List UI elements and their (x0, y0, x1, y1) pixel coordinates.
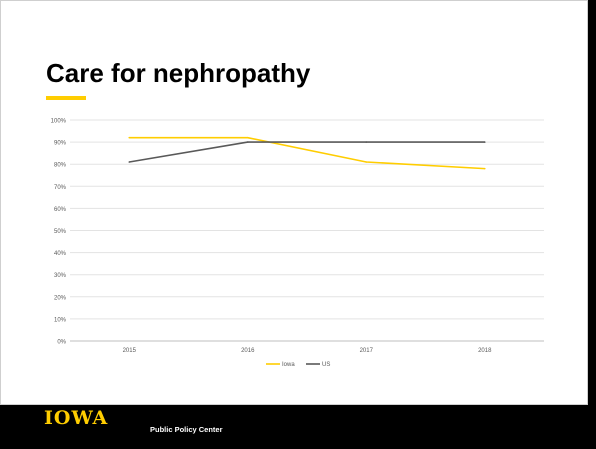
series-line-iowa (129, 136, 485, 170)
legend-label: US (322, 362, 330, 368)
y-tick-label: 50% (54, 229, 67, 235)
legend-label: Iowa (282, 362, 295, 368)
y-tick-label: 70% (54, 185, 67, 191)
y-tick-label: 80% (54, 163, 67, 169)
data-point-us (246, 141, 249, 143)
data-point-us (365, 141, 368, 143)
data-point-us (483, 141, 486, 143)
data-point-iowa (365, 161, 368, 163)
slide-panel (0, 0, 588, 405)
y-tick-label: 40% (54, 251, 67, 257)
y-tick-label: 60% (54, 207, 67, 213)
data-point-iowa (246, 136, 249, 139)
y-tick-label: 0% (57, 340, 66, 346)
y-tick-label: 20% (54, 295, 67, 301)
x-tick-label: 2018 (478, 348, 492, 354)
slide-title: Care for nephropathy (46, 58, 311, 88)
data-point-iowa (128, 136, 131, 139)
data-point-us (128, 161, 131, 163)
line-chart: 0% 10% 20% 30% 40% 50% 60% 70% 80% 90% 100% 2015 201… (51, 119, 544, 368)
y-tick-label: 100% (51, 119, 67, 125)
y-tick-label: 90% (54, 141, 67, 147)
data-point-iowa (483, 167, 486, 170)
series-line-us (129, 141, 485, 163)
center-name: Public Policy Center (150, 425, 223, 434)
x-tick-label: 2017 (360, 348, 374, 354)
y-tick-label: 10% (54, 317, 67, 323)
iowa-logo: IOWA (44, 407, 109, 429)
x-tick-label: 2015 (123, 348, 137, 354)
footer-bar (0, 405, 596, 449)
title-accent-bar (46, 96, 86, 100)
x-tick-label: 2016 (241, 348, 255, 354)
y-tick-label: 30% (54, 273, 67, 279)
